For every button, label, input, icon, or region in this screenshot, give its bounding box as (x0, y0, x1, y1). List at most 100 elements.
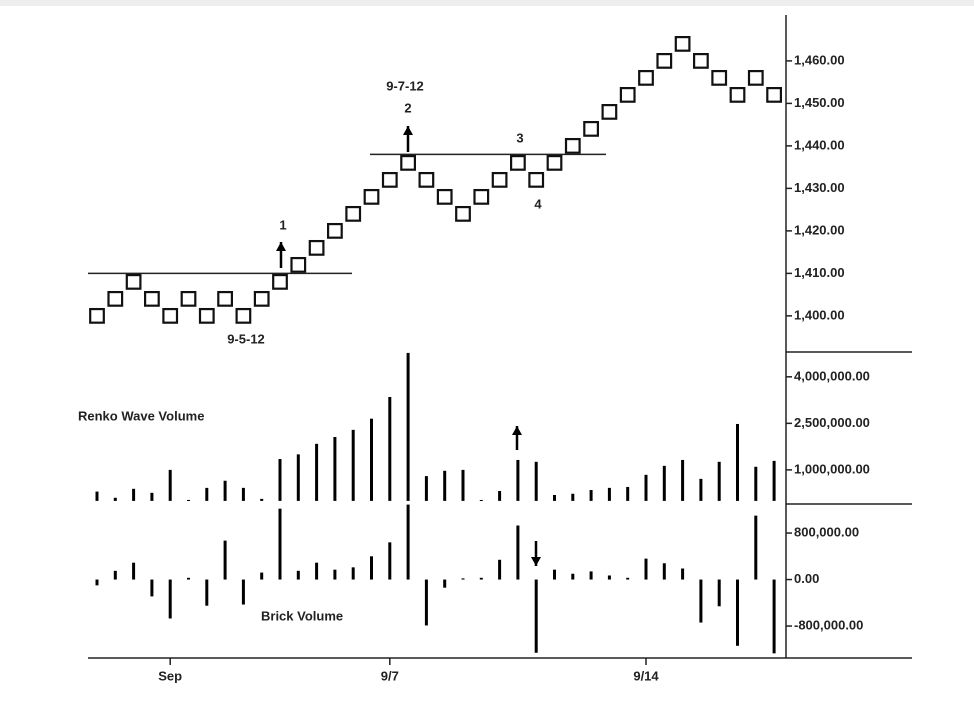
bar (132, 562, 136, 580)
brick (198, 307, 215, 324)
bar (607, 575, 611, 580)
bar (187, 577, 190, 580)
bar (406, 352, 410, 501)
bar (333, 569, 337, 580)
bar (626, 486, 630, 501)
bar (168, 469, 172, 501)
brick (601, 103, 618, 120)
brick (381, 171, 398, 188)
brick (473, 188, 490, 205)
brick (89, 307, 105, 324)
top-bar (0, 0, 974, 6)
brick (217, 290, 233, 307)
y-tick-label: 2,500,000.00 (794, 415, 870, 430)
bar (278, 508, 282, 580)
bar (754, 466, 758, 501)
brick (491, 171, 508, 188)
annotation: 1 (279, 217, 286, 232)
bar (717, 579, 721, 607)
bar (388, 542, 392, 580)
bar (113, 570, 117, 580)
brick (235, 307, 252, 324)
bar (772, 579, 776, 654)
bar (406, 504, 410, 580)
y-tick-label: 0.00 (794, 571, 819, 586)
brick (564, 137, 581, 154)
bar (534, 579, 538, 653)
bar (589, 571, 593, 580)
bar (479, 499, 483, 501)
bar (315, 562, 319, 580)
x-tick-label: 9/14 (633, 668, 659, 683)
arrow-head (531, 557, 541, 566)
bar (168, 579, 172, 619)
bar (333, 436, 337, 501)
brick (327, 222, 343, 239)
annotation: 9-5-12 (227, 331, 265, 346)
bar (424, 579, 428, 626)
bar (95, 491, 99, 501)
y-tick-label: 800,000.00 (794, 524, 859, 539)
bar (644, 474, 648, 501)
bar (571, 573, 575, 580)
brick (729, 86, 746, 103)
bar (516, 459, 520, 501)
panel-title: Brick Volume (261, 608, 343, 623)
brick (711, 69, 728, 86)
bar (370, 418, 373, 501)
bar (296, 570, 300, 580)
y-tick-label: 4,000,000.00 (794, 368, 870, 383)
y-tick-label: 1,460.00 (794, 52, 845, 67)
bar (260, 572, 264, 580)
bar (150, 579, 154, 597)
brick (345, 205, 362, 222)
annotation: 3 (516, 130, 523, 145)
brick (638, 69, 654, 86)
brick (510, 154, 526, 171)
bar (424, 476, 428, 501)
annotation: 4 (534, 196, 542, 211)
bar (681, 459, 685, 501)
y-tick-label: 1,410.00 (794, 265, 845, 280)
bar (754, 515, 758, 580)
brick (107, 290, 124, 307)
brick (418, 171, 435, 188)
bar (626, 577, 630, 580)
brick (436, 188, 453, 205)
brick (180, 290, 197, 307)
bar (644, 558, 648, 580)
bar (278, 459, 282, 501)
bar (443, 579, 447, 588)
bar (553, 569, 556, 580)
arrow-head (276, 242, 286, 251)
y-tick-label: 1,400.00 (794, 307, 845, 322)
bar (260, 498, 264, 501)
bar (699, 579, 703, 623)
brick (546, 154, 563, 171)
y-tick-label: 1,450.00 (794, 95, 845, 110)
bar (351, 567, 355, 580)
brick (144, 290, 160, 307)
bar (461, 469, 465, 501)
bar (479, 577, 483, 580)
bar (681, 568, 685, 580)
bar (223, 480, 227, 501)
y-tick-label: 1,420.00 (794, 222, 845, 237)
annotation: 2 (404, 100, 411, 115)
bar (589, 490, 593, 501)
bar (516, 525, 520, 580)
bar (205, 579, 209, 606)
brick (400, 154, 416, 171)
bar (443, 470, 447, 501)
y-tick-label: -800,000.00 (794, 617, 863, 632)
bar (498, 559, 502, 580)
x-tick-label: 9/7 (381, 668, 399, 683)
panel-title: Renko Wave Volume (78, 408, 204, 423)
bar (315, 443, 319, 501)
bar (662, 563, 666, 580)
bar (351, 429, 355, 501)
bar (553, 495, 556, 501)
brick (290, 256, 307, 273)
brick (693, 52, 709, 69)
